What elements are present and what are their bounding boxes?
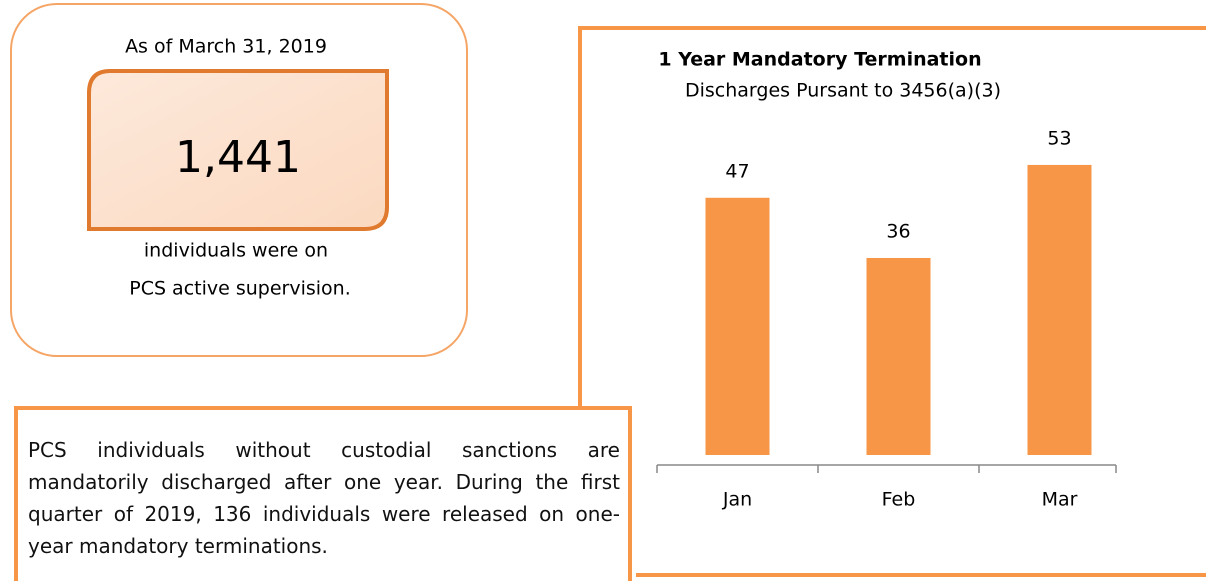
chart-title: 1 Year Mandatory Termination [658, 49, 981, 71]
count-box [87, 69, 389, 231]
chart-subtitle: Discharges Pursant to 3456(a)(3) [685, 80, 1001, 102]
data-label: 36 [886, 220, 910, 242]
bar [866, 257, 931, 455]
chart-frame [578, 26, 1206, 577]
caption: individuals were on [144, 240, 328, 262]
bar [1027, 164, 1092, 456]
summary-date: As of March 31, 2019 [125, 36, 327, 58]
caption: PCS active supervision. [129, 278, 351, 300]
note: PCS individuals without custodial sancti… [14, 406, 632, 581]
x-tick-label: Feb [882, 489, 916, 511]
summary-count: 1,441 [175, 132, 301, 183]
bar [705, 197, 770, 456]
x-tick-label: Jan [722, 489, 752, 511]
data-label: 53 [1047, 127, 1071, 149]
x-tick-label: Mar [1042, 489, 1078, 511]
data-label: 47 [725, 160, 749, 182]
